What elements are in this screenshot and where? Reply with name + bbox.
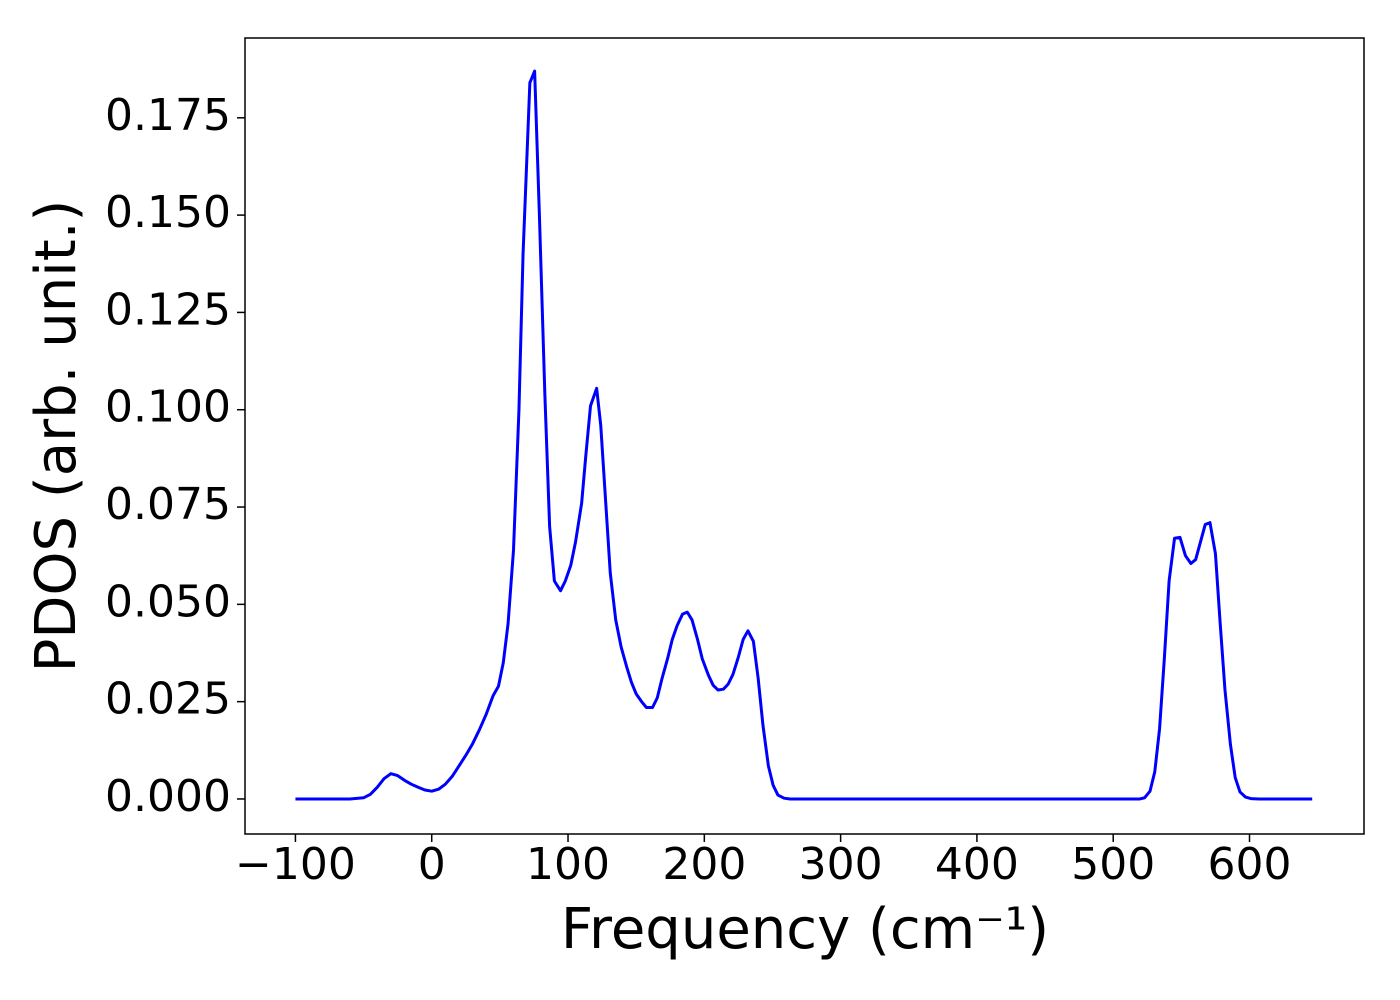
y-tick-label: 0.050: [105, 576, 231, 627]
plot-frame: [244, 37, 1365, 835]
x-tick-label: 300: [799, 839, 883, 890]
y-tick-label: 0.125: [105, 284, 231, 335]
x-tick-label: 500: [1071, 839, 1155, 890]
x-tick-label: 0: [418, 839, 446, 890]
y-tick-label: 0.150: [105, 187, 231, 238]
x-tick-label: −100: [235, 839, 356, 890]
pdos-line: [295, 69, 1313, 801]
y-tick-label: 0.100: [105, 382, 231, 433]
y-axis-label: PDOS (arb. unit.): [24, 200, 89, 673]
x-axis-label: Frequency (cm⁻¹): [561, 897, 1049, 962]
x-tick-label: 400: [935, 839, 1019, 890]
x-tick-label: 600: [1208, 839, 1292, 890]
y-tick-label: 0.000: [105, 771, 231, 822]
x-tick-label: 200: [662, 839, 746, 890]
y-tick-label: 0.075: [105, 479, 231, 530]
y-tick-label: 0.175: [105, 90, 231, 141]
y-tick-label: 0.025: [105, 674, 231, 725]
x-tick-label: 100: [526, 839, 610, 890]
